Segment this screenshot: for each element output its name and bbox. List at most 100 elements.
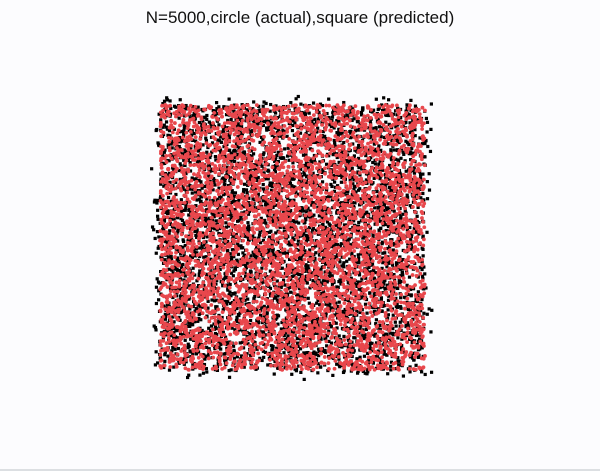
predicted-point [283, 147, 287, 151]
predicted-point [272, 167, 277, 172]
predicted-point [369, 270, 374, 274]
predicted-point [152, 200, 157, 204]
predicted-point [317, 350, 321, 354]
predicted-point [214, 282, 218, 286]
predicted-point [342, 140, 346, 145]
predicted-point [157, 235, 161, 239]
predicted-point [331, 373, 335, 377]
predicted-point [176, 216, 180, 220]
predicted-point [316, 126, 320, 130]
predicted-point [217, 226, 222, 231]
predicted-point [328, 237, 332, 242]
predicted-point [290, 321, 295, 325]
predicted-point [316, 347, 321, 351]
predicted-point [318, 281, 322, 285]
predicted-point [261, 182, 265, 187]
predicted-point [275, 153, 279, 157]
predicted-point [261, 187, 266, 191]
predicted-point [241, 151, 246, 155]
predicted-point [223, 335, 228, 339]
predicted-point [348, 326, 352, 331]
predicted-point [163, 353, 167, 357]
predicted-point [172, 330, 176, 335]
predicted-point [225, 249, 230, 253]
predicted-point [169, 106, 173, 111]
predicted-point [391, 112, 396, 116]
predicted-point [158, 196, 162, 200]
predicted-point [249, 318, 253, 323]
predicted-point [387, 98, 391, 102]
predicted-point [391, 327, 395, 331]
predicted-point [358, 355, 362, 359]
predicted-point [324, 137, 328, 141]
predicted-point [323, 270, 327, 274]
predicted-point [262, 199, 266, 203]
predicted-point [353, 336, 357, 340]
predicted-point [207, 164, 212, 169]
predicted-point [276, 294, 280, 298]
predicted-point [338, 204, 342, 208]
predicted-point [248, 272, 253, 276]
predicted-point [211, 109, 215, 113]
predicted-point [244, 188, 249, 192]
predicted-point [398, 282, 402, 286]
predicted-point [167, 368, 172, 372]
predicted-point [325, 280, 329, 284]
predicted-point [204, 216, 208, 220]
predicted-point [155, 127, 159, 132]
predicted-point [397, 117, 401, 121]
predicted-point [260, 164, 264, 168]
predicted-point [285, 154, 290, 158]
predicted-point [386, 272, 390, 277]
predicted-point [178, 298, 182, 302]
predicted-point [190, 255, 194, 260]
predicted-point [204, 130, 208, 134]
predicted-point [304, 227, 309, 231]
predicted-point [379, 361, 383, 366]
predicted-point [204, 136, 208, 140]
predicted-point [399, 215, 403, 219]
predicted-point [408, 204, 412, 208]
predicted-point [231, 344, 236, 348]
predicted-point [427, 172, 431, 176]
predicted-point [392, 221, 396, 225]
predicted-point [390, 170, 394, 174]
predicted-point [263, 350, 268, 354]
predicted-point [372, 149, 377, 153]
predicted-point [175, 336, 180, 341]
predicted-point [253, 168, 257, 172]
predicted-point [273, 159, 277, 163]
predicted-point [327, 195, 331, 199]
predicted-point [274, 104, 278, 108]
predicted-point [255, 121, 259, 125]
predicted-point [290, 270, 294, 274]
predicted-point [233, 191, 238, 195]
predicted-point [242, 365, 246, 369]
predicted-point [230, 326, 234, 330]
predicted-point [321, 168, 325, 172]
predicted-point [169, 334, 173, 338]
predicted-point [398, 320, 402, 324]
predicted-point [315, 130, 319, 134]
predicted-point [411, 356, 415, 360]
predicted-point [178, 331, 183, 336]
predicted-point [297, 125, 302, 129]
predicted-point [348, 351, 352, 355]
predicted-point [187, 344, 191, 348]
predicted-point [418, 173, 423, 177]
predicted-point [352, 154, 356, 158]
predicted-point [293, 106, 297, 110]
predicted-point [271, 217, 275, 221]
predicted-point [397, 140, 401, 145]
predicted-point [397, 359, 401, 363]
predicted-point [324, 314, 328, 319]
predicted-point [189, 350, 193, 354]
predicted-point [355, 371, 360, 375]
predicted-point [258, 109, 262, 114]
predicted-point [365, 351, 370, 355]
predicted-point [181, 245, 185, 249]
predicted-point [241, 277, 245, 281]
predicted-point [425, 130, 429, 134]
predicted-point [241, 190, 246, 194]
predicted-point [384, 176, 389, 180]
